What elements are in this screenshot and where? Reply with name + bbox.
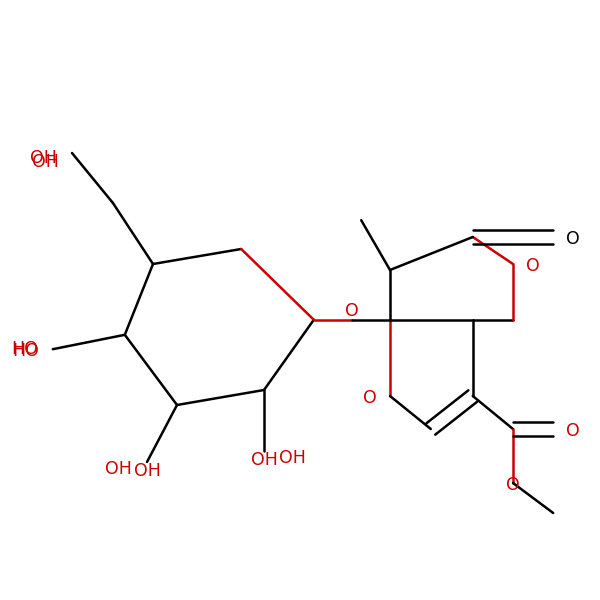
Text: OH: OH [251,451,277,469]
Text: O: O [346,302,359,320]
Text: O: O [566,422,580,440]
Text: OH: OH [105,460,132,478]
Text: OH: OH [32,153,59,171]
Text: OH: OH [134,462,160,480]
Text: O: O [363,389,377,407]
Text: OH: OH [30,149,57,167]
Text: O: O [526,257,540,275]
Text: OH: OH [279,449,306,467]
Text: O: O [566,230,580,248]
Text: HO: HO [11,340,38,358]
Text: O: O [506,476,520,494]
Text: HO: HO [13,342,40,360]
